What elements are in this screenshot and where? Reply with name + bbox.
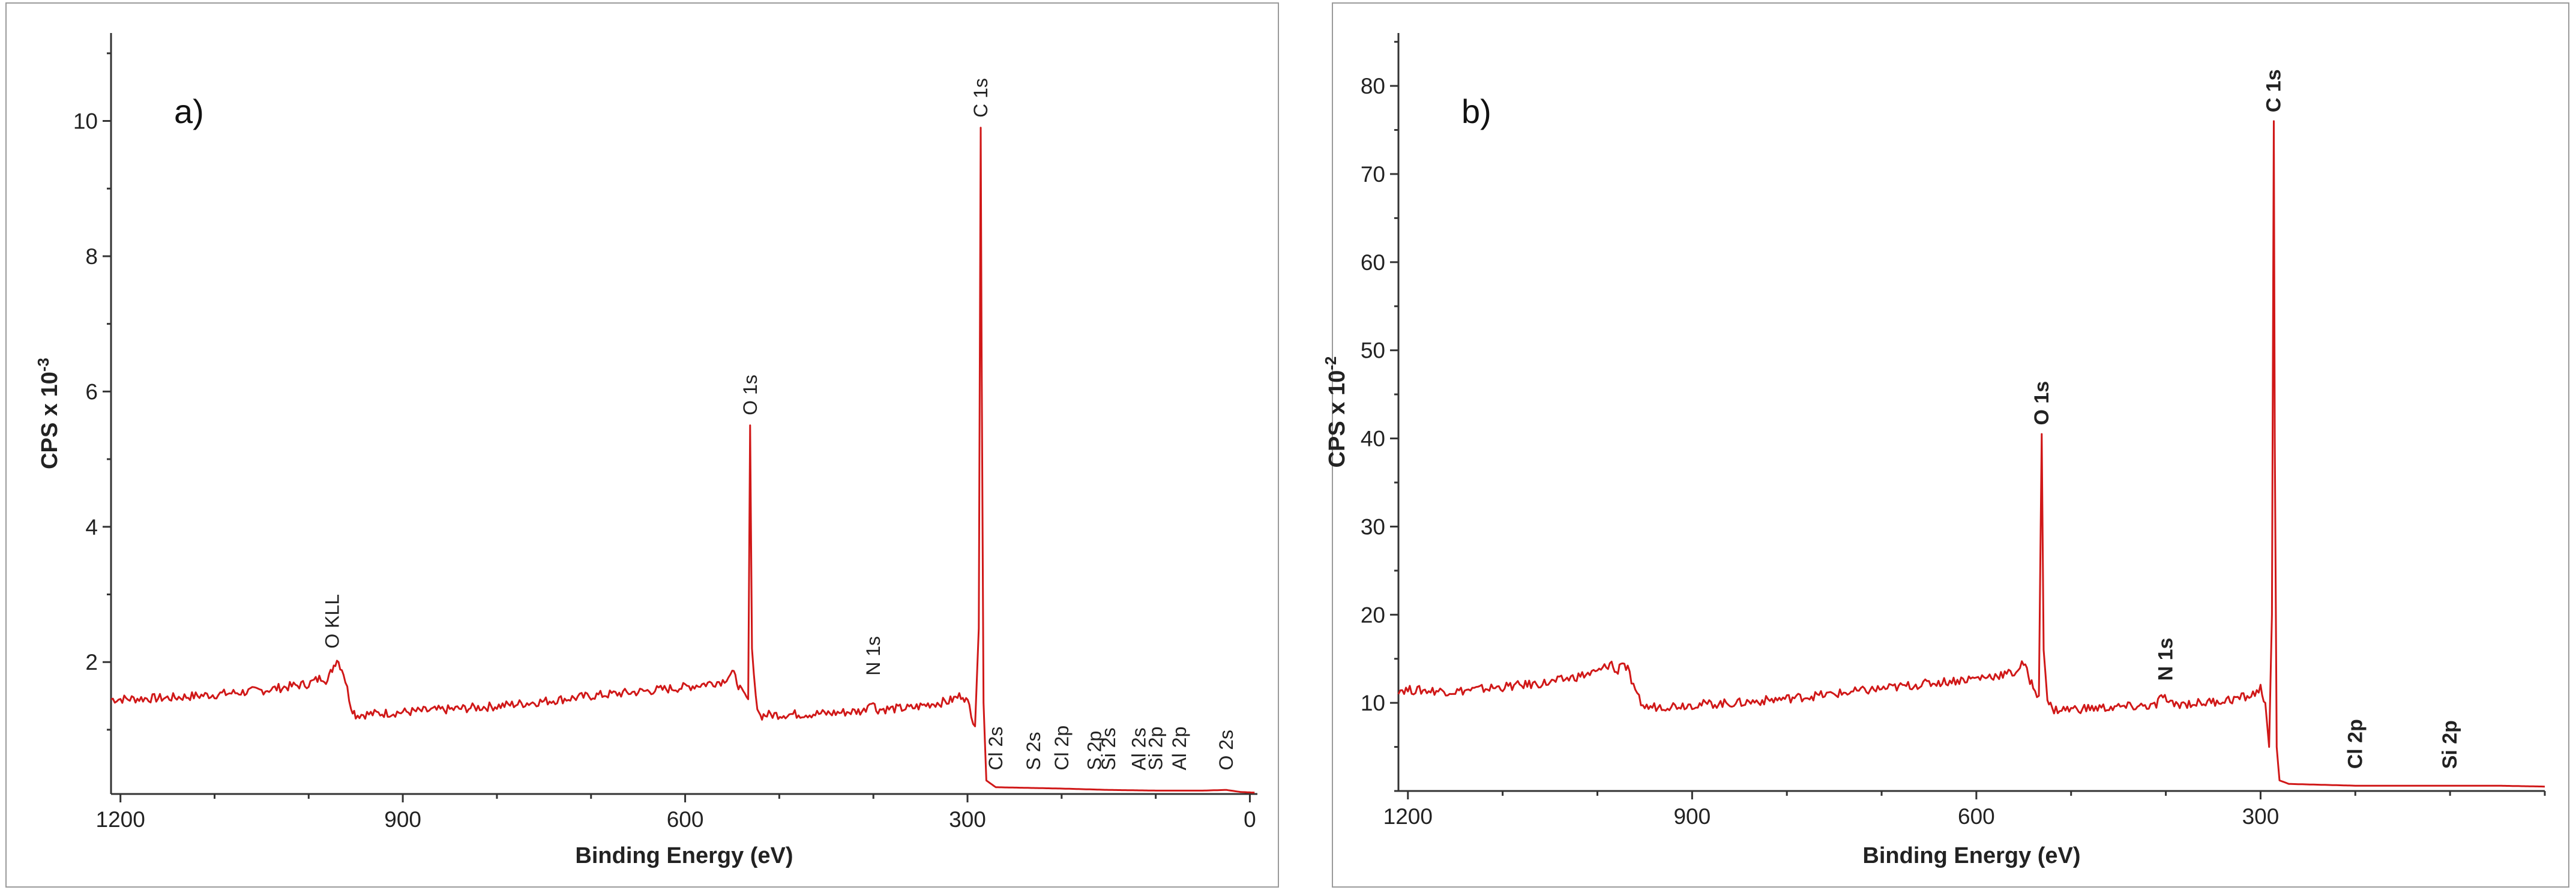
y-axis-title-exponent: -3	[34, 358, 52, 371]
peak-annotation: S 2s	[1023, 732, 1044, 771]
peak-annotation: N 1s	[862, 636, 884, 676]
peak-annotation: Si 2p	[2439, 720, 2461, 769]
x-tick-label: 1200	[96, 807, 145, 832]
peak-annotation: Cl 2p	[1051, 726, 1073, 771]
x-tick-label: 0	[1244, 807, 1256, 832]
x-tick-label: 600	[1958, 804, 1995, 829]
y-tick-label: 60	[1361, 250, 1385, 275]
panel-a-chart: 2 4 6 8 10 1200 900 600 300 0 Binding Energy (eV) C…	[5, 2, 1279, 888]
peak-annotation: Si 2s	[1098, 727, 1119, 770]
y-axis-title: CPS x 10-2	[1322, 356, 1350, 468]
x-tick-label: 900	[384, 807, 421, 832]
y-axis-title-base: CPS x 10	[37, 371, 62, 469]
peak-annotation: O 1s	[739, 374, 761, 415]
peak-annotation: O 1s	[2030, 381, 2053, 425]
y-tick-label: 70	[1361, 162, 1385, 187]
y-tick-label: 8	[85, 244, 98, 269]
x-tick-label: 1200	[1383, 804, 1433, 829]
y-tick-label: 6	[85, 379, 98, 404]
panel-frame	[5, 2, 1279, 888]
panel-label: a)	[174, 92, 204, 130]
x-axis-title: Binding Energy (eV)	[575, 843, 793, 868]
y-tick-label: 4	[85, 515, 98, 540]
y-tick-label: 80	[1361, 74, 1385, 98]
x-tick-label: 600	[667, 807, 704, 832]
peak-annotation: C 1s	[970, 78, 992, 118]
peak-annotation: Si 2p	[1145, 727, 1167, 771]
y-tick-label: 2	[85, 650, 98, 675]
peak-annotation: Al 2p	[1169, 727, 1190, 771]
x-axis-title: Binding Energy (eV)	[1862, 843, 2080, 868]
y-axis-title-base: CPS x 10	[1325, 370, 1350, 468]
peak-annotation: S 2p	[1084, 731, 1106, 771]
panel-label: b)	[1461, 92, 1491, 130]
peak-annotation: Cl 2p	[2344, 719, 2367, 769]
y-axis-title-exponent: -2	[1322, 356, 1340, 370]
y-tick-label: 30	[1361, 514, 1385, 539]
y-tick-label: 20	[1361, 603, 1385, 627]
panel-b-chart: 10 20 30 40 50 60 70 80 1200 900 600 300 Binding Ene…	[1322, 2, 2569, 888]
x-tick-label: 900	[1673, 804, 1711, 829]
peak-annotation: O KLL	[322, 594, 343, 649]
x-tick-label: 300	[949, 807, 986, 832]
y-tick-label: 10	[73, 109, 98, 134]
y-tick-label: 10	[1361, 691, 1385, 715]
peak-annotation: N 1s	[2155, 638, 2177, 681]
panel-frame	[1332, 2, 2569, 888]
peak-annotation: Cl 2s	[985, 727, 1007, 771]
peak-annotation: C 1s	[2263, 69, 2286, 112]
peak-annotation: O 2s	[1215, 730, 1237, 771]
y-tick-label: 40	[1361, 427, 1385, 451]
y-axis-title: CPS x 10-3	[34, 358, 62, 469]
x-tick-label: 300	[2242, 804, 2280, 829]
spectrum-series-line	[1397, 120, 2545, 788]
y-tick-label: 50	[1361, 338, 1385, 363]
peak-annotation: Al 2s	[1128, 727, 1149, 770]
spectrum-series-line	[110, 127, 1255, 794]
